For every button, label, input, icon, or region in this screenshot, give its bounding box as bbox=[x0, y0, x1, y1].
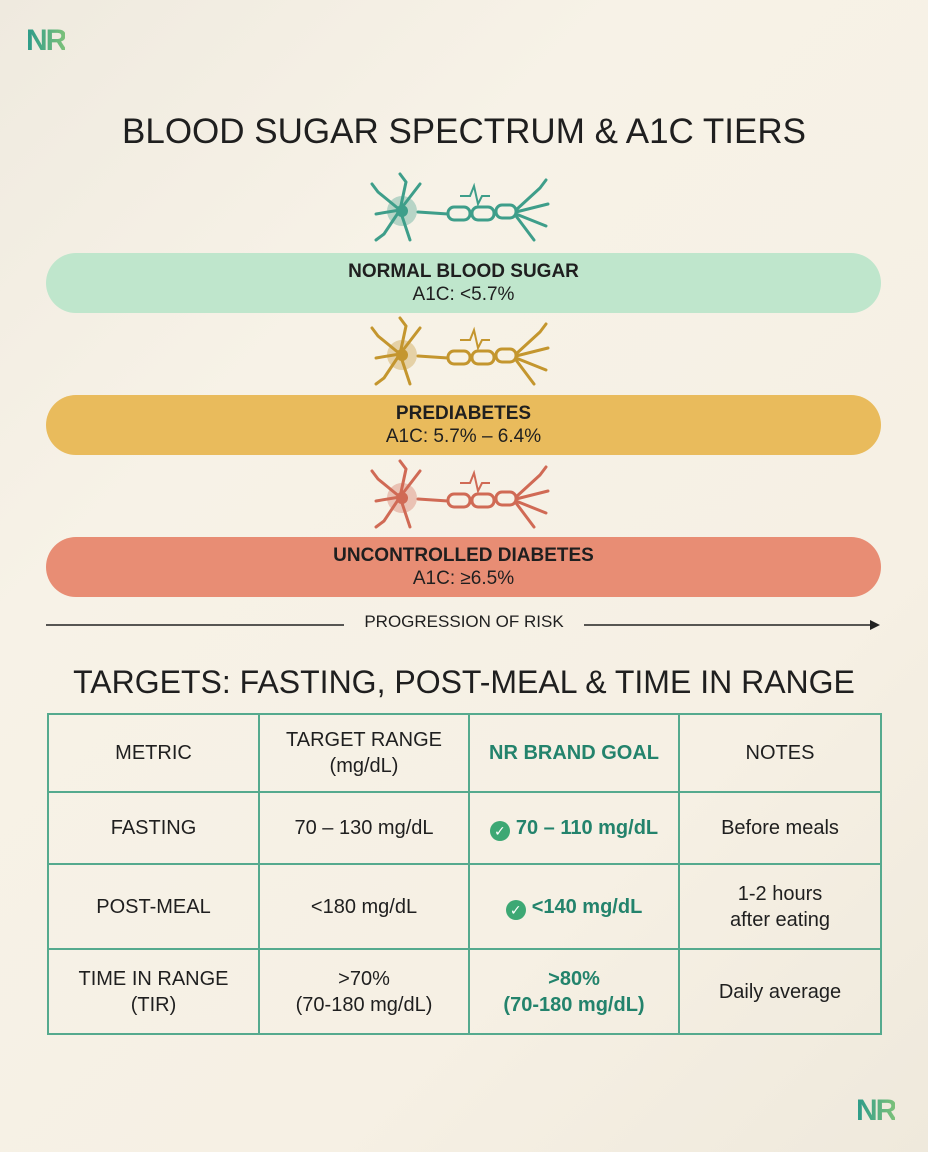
header-row: METRIC TARGET RANGE (mg/dL) NR BRAND GOA… bbox=[47, 713, 882, 793]
tier-a1c: A1C: ≥6.5% bbox=[412, 568, 515, 589]
logo: NR bbox=[26, 24, 67, 57]
tier-a1c: A1C: <5.7% bbox=[412, 284, 515, 305]
header-cell: METRIC bbox=[47, 713, 260, 793]
progression-label: PROGRESSION OF RISK bbox=[364, 612, 564, 631]
check-icon: ✓ bbox=[489, 821, 510, 841]
goal-cell: ✓ 70 – 110 mg/dL bbox=[468, 791, 680, 865]
cell: TIME IN RANGE (TIR) bbox=[47, 948, 260, 1035]
cell: Daily average bbox=[678, 948, 882, 1035]
cell: POST-MEAL bbox=[47, 863, 260, 950]
tier: UNCONTROLLED DIABETES A1C: ≥6.5% bbox=[46, 537, 881, 597]
cell: >70% (70-180 mg/dL) bbox=[258, 948, 470, 1035]
logo: NR bbox=[856, 1094, 897, 1127]
tier-name: PREDIABETES bbox=[395, 403, 532, 424]
cell: FASTING bbox=[47, 791, 260, 865]
cell-text: <140 mg/dL bbox=[531, 895, 643, 918]
tier-a1c: A1C: 5.7% – 6.4% bbox=[385, 426, 542, 447]
neuron-icon bbox=[370, 170, 560, 250]
goal-cell: >80% (70-180 mg/dL) bbox=[468, 948, 680, 1035]
tier-name: NORMAL BLOOD SUGAR bbox=[348, 261, 579, 282]
neuron-icon bbox=[370, 314, 560, 394]
tier: PREDIABETES A1C: 5.7% – 6.4% bbox=[46, 395, 881, 455]
row: TIME IN RANGE (TIR) >70% (70-180 mg/dL) … bbox=[47, 948, 882, 1035]
cell: 1-2 hours after eating bbox=[678, 863, 882, 950]
cell: Before meals bbox=[678, 791, 882, 865]
title: BLOOD SUGAR SPECTRUM & A1C TIERS bbox=[122, 112, 806, 151]
progression-arrow bbox=[46, 620, 880, 630]
tier: NORMAL BLOOD SUGAR A1C: <5.7% bbox=[46, 253, 881, 313]
row: POST-MEAL <180 mg/dL ✓ <140 mg/dL 1-2 hou… bbox=[47, 863, 882, 950]
tier-name: UNCONTROLLED DIABETES bbox=[333, 545, 594, 566]
header-cell: NOTES bbox=[678, 713, 882, 793]
header-cell: TARGET RANGE (mg/dL) bbox=[258, 713, 470, 793]
cell-text: 70 – 110 mg/dL bbox=[515, 817, 659, 839]
check-icon: ✓ bbox=[505, 899, 526, 920]
neuron-icon bbox=[370, 457, 560, 537]
row: FASTING 70 – 130 mg/dL ✓ 70 – 110 mg/dL B… bbox=[47, 791, 882, 865]
table-title: TARGETS: FASTING, POST-MEAL & TIME IN RA… bbox=[73, 664, 855, 700]
targets-table: METRIC TARGET RANGE (mg/dL) NR BRAND GOA… bbox=[47, 713, 882, 1035]
cell: 70 – 130 mg/dL bbox=[258, 791, 470, 865]
cell: <180 mg/dL bbox=[258, 863, 470, 950]
goal-cell: ✓ <140 mg/dL bbox=[468, 863, 680, 950]
header-cell: NR BRAND GOAL bbox=[468, 713, 680, 793]
